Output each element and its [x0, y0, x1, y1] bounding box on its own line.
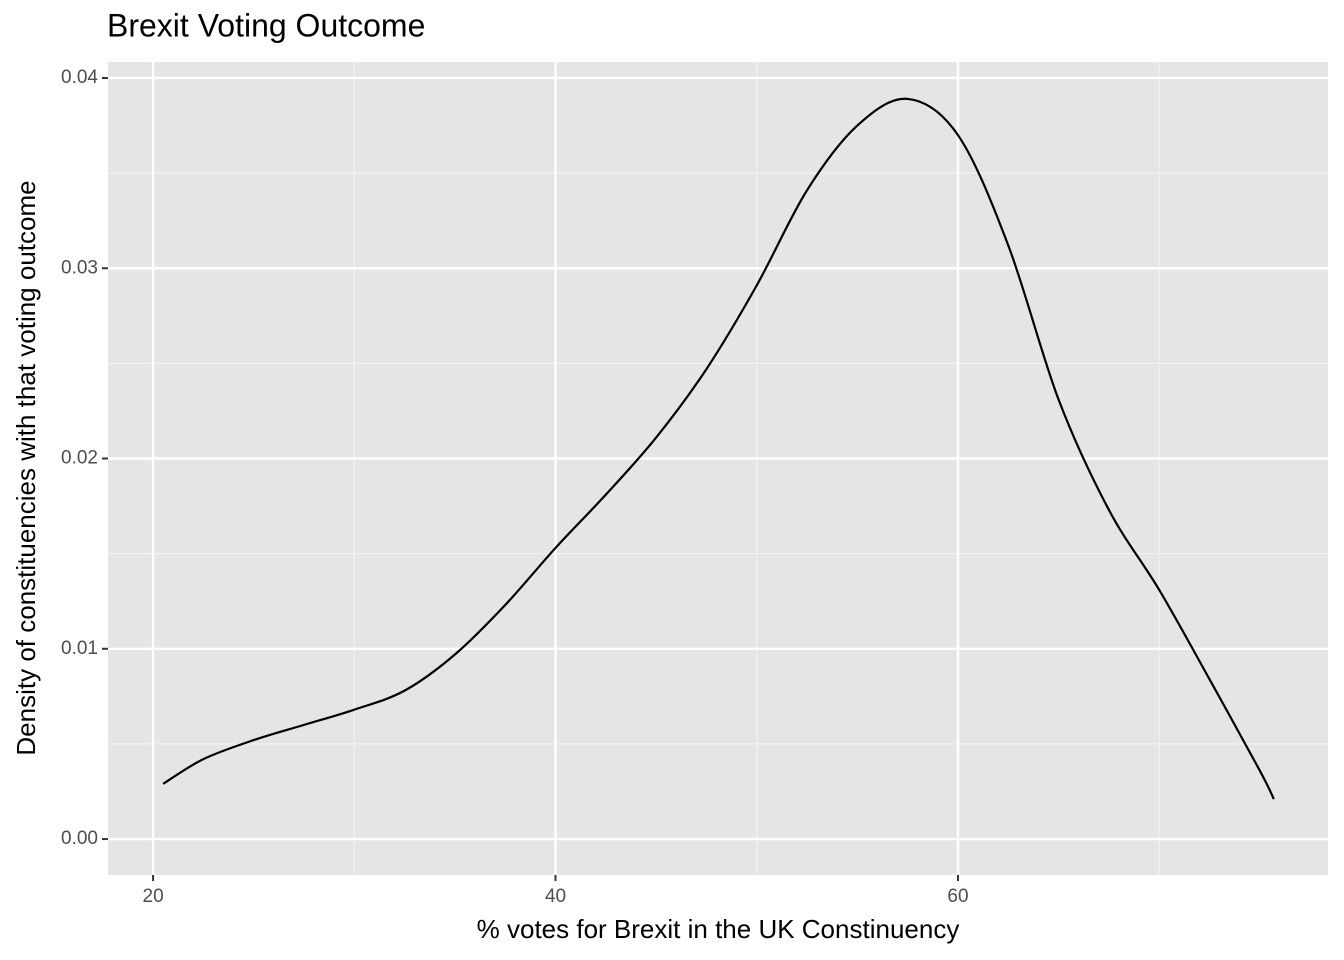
y-tick-label: 0.04: [61, 67, 98, 88]
x-tick-label: 60: [947, 886, 968, 907]
y-tick-label: 0.03: [61, 257, 98, 278]
y-tick-label: 0.01: [61, 638, 98, 659]
y-axis-label: Density of constituencies with that voti…: [11, 180, 41, 755]
x-tick-label: 20: [143, 886, 164, 907]
y-tick-label: 0.00: [61, 828, 98, 849]
panel: [108, 62, 1328, 875]
density-line: [162, 97, 1275, 800]
x-tick-label: 40: [545, 886, 566, 907]
y-tick-label: 0.02: [61, 448, 98, 469]
x-axis-label: % votes for Brexit in the UK Constinuenc…: [477, 914, 960, 944]
chart-title: Brexit Voting Outcome: [107, 7, 425, 43]
